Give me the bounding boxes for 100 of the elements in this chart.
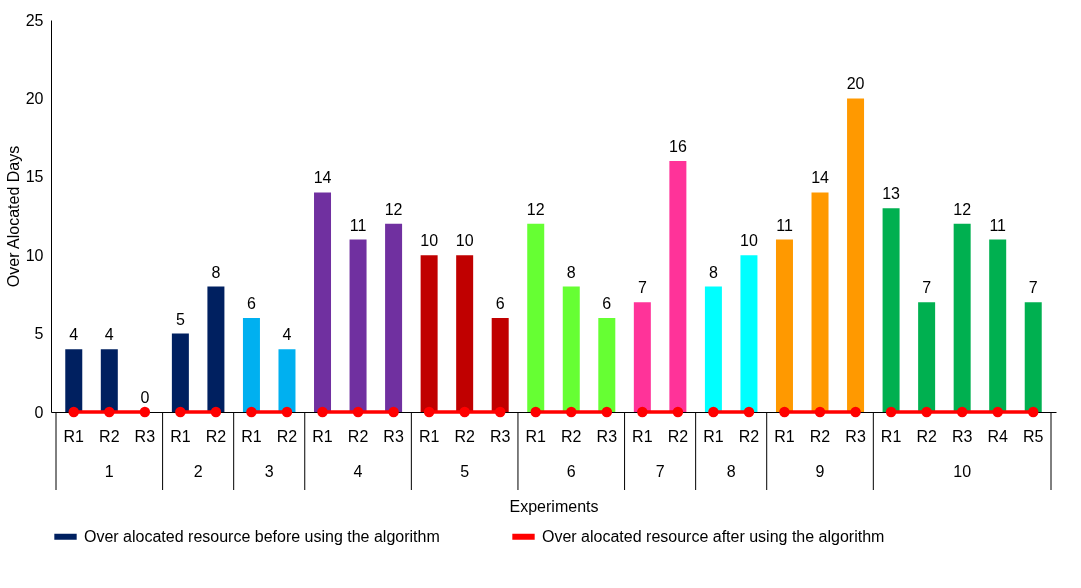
x-tick-label: R5 [1023,428,1044,445]
data-label: 14 [313,169,332,187]
data-label: 11 [776,216,793,234]
x-tick-label: R2 [454,428,475,445]
x-tick-label: R3 [951,428,973,445]
x-tick-label: R1 [418,428,440,445]
data-label: 12 [953,200,972,218]
x-tick-label: R1 [632,428,653,445]
data-label: 4 [69,326,79,344]
data-label: 8 [211,263,221,281]
x-tick-label: R3 [134,428,156,445]
x-tick-label: R2 [276,428,298,445]
data-label: 11 [349,216,367,234]
x-tick-label: R1 [774,428,795,445]
bar [633,302,651,412]
y-tick-label: 5 [34,325,44,343]
data-label: 10 [740,232,758,250]
bar [918,302,936,412]
legend-label: Over alocated resource before using the algorithm [84,527,440,545]
legend-label: Over alocated resource after using the algorithm [542,527,885,545]
bar [1024,302,1042,412]
bar [278,349,296,412]
data-label: 4 [104,326,114,344]
bar [562,286,580,412]
x-tick-label: R1 [703,428,724,445]
data-label: 5 [175,310,185,328]
x-tick-label: R2 [561,428,582,445]
x-tick-label: R2 [347,428,369,445]
text: 1 [104,463,114,480]
data-label: 7 [922,279,932,297]
text: 3 [264,463,274,480]
x-tick-label: R1 [525,428,547,445]
bar [989,239,1007,412]
x-tick-label: R2 [667,428,689,445]
bar [171,333,189,412]
y-tick-label: 15 [25,168,44,186]
data-label: 7 [637,279,647,297]
bar [847,98,865,412]
bar [100,349,118,412]
data-label: 12 [384,200,403,218]
data-label: 8 [708,263,718,281]
x-tick-label: R3 [845,428,866,445]
text: 7 [655,463,665,480]
x-tick-label: R2 [205,428,227,445]
x-tick-label: R3 [383,428,404,445]
bar [740,255,758,412]
bar [598,317,616,412]
data-label: 11 [989,216,1007,234]
y-tick-label: 10 [25,246,44,264]
data-label: 12 [526,200,545,218]
x-tick-label: R1 [63,428,85,445]
x-axis-title: Experiments [509,497,599,515]
data-label: 0 [140,389,150,406]
x-tick-label: R3 [489,428,511,445]
bar [669,161,687,412]
data-label: 7 [1028,279,1038,297]
x-tick-label: R1 [241,428,262,445]
x-tick-label: R2 [809,428,831,445]
bar [349,239,367,412]
x-tick-label: R4 [987,428,1009,445]
bar [953,223,971,412]
data-label: 14 [811,169,830,187]
bar [385,223,403,412]
data-label: 6 [246,294,256,312]
bar [420,255,438,412]
bar [207,286,225,412]
y-axis-title: Over Alocated Days [4,145,22,288]
data-label: 4 [282,326,292,344]
x-tick-label: R2 [738,428,760,445]
y-tick-label: 25 [25,11,44,29]
bar [527,223,545,412]
y-tick-label: 20 [25,89,44,107]
text: 2 [193,463,203,480]
bar [882,208,900,412]
bar [242,317,260,412]
text: 9 [815,463,825,480]
x-tick-label: R2 [99,428,120,445]
x-tick-label: R3 [596,428,618,445]
data-label: 10 [455,232,474,250]
bar [456,255,474,412]
text: 4 [353,463,363,480]
bar [704,286,722,412]
bar [314,192,332,412]
data-label: 6 [495,294,505,312]
text: 5 [460,463,470,480]
bar [491,317,509,412]
data-label: 16 [668,138,687,156]
bar [775,239,793,412]
x-tick-label: R1 [880,428,902,445]
x-tick-label: R1 [312,428,333,445]
text: 6 [566,463,576,480]
bar [811,192,829,412]
data-label: 10 [420,232,439,250]
bar [65,349,83,412]
data-label: 8 [566,263,576,281]
x-tick-label: R2 [916,428,937,445]
y-tick-label: 0 [34,403,44,421]
data-label: 13 [882,185,901,203]
text: 10 [953,463,972,480]
text: 8 [726,463,736,480]
